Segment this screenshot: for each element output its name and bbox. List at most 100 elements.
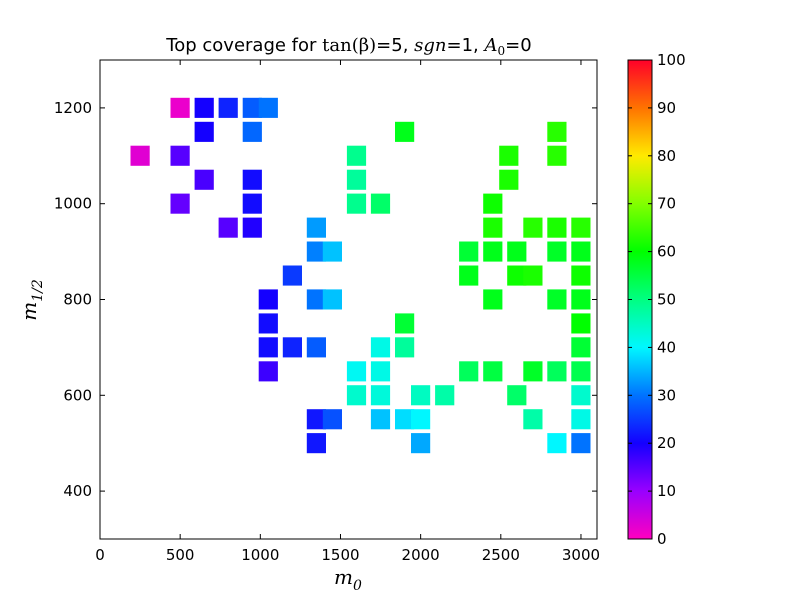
colorbar-tick-label: 10 xyxy=(657,482,676,500)
heatmap-cell xyxy=(258,97,278,118)
heatmap-cell xyxy=(571,217,591,238)
heatmap-cell xyxy=(322,289,342,310)
colorbar-tick-label: 60 xyxy=(657,243,676,261)
heatmap-cell xyxy=(547,121,567,142)
x-tick-label: 500 xyxy=(166,546,195,564)
heatmap-cell xyxy=(483,193,503,214)
heatmap-cell xyxy=(571,241,591,262)
heatmap-cell xyxy=(242,97,262,118)
heatmap-cell xyxy=(346,145,367,166)
x-axis-ticks: 0 500 1000 1500 2000 2500 3000 xyxy=(95,60,600,564)
heatmap-cell xyxy=(507,241,527,262)
heatmap-cell xyxy=(306,289,326,310)
heatmap-cell xyxy=(258,337,278,358)
heatmap-cell xyxy=(322,241,342,262)
heatmap-cell xyxy=(306,337,326,358)
heatmap-cell xyxy=(483,361,503,382)
heatmap-cell xyxy=(282,337,302,358)
heatmap-cell xyxy=(242,217,262,238)
heatmap-cell xyxy=(571,361,591,382)
heatmap-cell xyxy=(170,193,190,214)
heatmap-cell xyxy=(499,145,519,166)
heatmap-cell xyxy=(395,313,415,334)
heatmap-cell xyxy=(306,433,326,454)
heatmap-cell xyxy=(346,169,367,190)
colorbar-tick-label: 50 xyxy=(657,291,676,309)
x-tick-label: 1500 xyxy=(321,546,359,564)
heatmap-cell xyxy=(395,337,415,358)
heatmap-cell xyxy=(523,217,543,238)
heatmap-cell xyxy=(571,289,591,310)
colorbar-tick-label: 70 xyxy=(657,195,676,213)
heatmap-cell xyxy=(459,241,479,262)
heatmap-cell xyxy=(523,409,543,430)
x-tick-label: 2000 xyxy=(402,546,440,564)
heatmap-cell xyxy=(547,433,567,454)
heatmap-cell xyxy=(306,409,326,430)
colorbar-ticks: 0 10 20 30 40 50 60 70 80 90 100 xyxy=(628,51,686,548)
y-tick-label: 600 xyxy=(63,386,92,404)
plot-frame xyxy=(99,59,598,540)
heatmap-cell xyxy=(194,121,214,142)
colorbar-tick-label: 90 xyxy=(657,99,676,117)
heatmap-cell xyxy=(547,361,567,382)
heatmap-cell xyxy=(306,241,326,262)
heatmap-cell xyxy=(346,193,367,214)
heatmap-cell xyxy=(571,385,591,406)
heatmap-cell xyxy=(507,385,527,406)
x-tick-label: 0 xyxy=(95,546,105,564)
heatmap-cell xyxy=(170,97,190,118)
heatmap-cell xyxy=(571,313,591,334)
heatmap-cell xyxy=(242,121,262,142)
heatmap-cell xyxy=(435,385,455,406)
heatmap-cell xyxy=(370,385,391,406)
heatmap-cell xyxy=(242,193,262,214)
heatmap-cell xyxy=(194,169,214,190)
heatmap-cell xyxy=(459,361,479,382)
heatmap-cell xyxy=(411,433,431,454)
heatmap-cell xyxy=(306,217,326,238)
colorbar-tick-label: 80 xyxy=(657,147,676,165)
heatmap-cell xyxy=(571,409,591,430)
heatmap-cell xyxy=(370,193,391,214)
heatmap-cell xyxy=(370,337,391,358)
heatmap-cell xyxy=(483,241,503,262)
heatmap-cell xyxy=(170,145,190,166)
chart-title: Top coverage for tan(β)=5, sgn=1, A0=0 xyxy=(165,35,531,58)
heatmap-cell xyxy=(523,265,543,286)
heatmap-cell xyxy=(571,433,591,454)
x-tick-label: 2500 xyxy=(482,546,520,564)
heatmap-cell xyxy=(282,265,302,286)
colorbar-tick-label: 30 xyxy=(657,386,676,404)
heatmap-cell xyxy=(346,385,367,406)
heatmap-cell xyxy=(242,169,262,190)
colorbar-tick-label: 0 xyxy=(657,530,667,548)
y-tick-label: 400 xyxy=(63,482,92,500)
heatmap-cell xyxy=(547,145,567,166)
x-tick-label: 3000 xyxy=(562,546,600,564)
heatmap-cell xyxy=(130,145,150,166)
heatmap-cell xyxy=(370,409,391,430)
y-axis-label: m1/2 xyxy=(17,279,46,321)
heatmap-cell xyxy=(459,265,479,286)
y-tick-label: 800 xyxy=(63,291,92,309)
heatmap-cell xyxy=(483,289,503,310)
heatmap-cell xyxy=(194,97,214,118)
heatmap-cell xyxy=(258,313,278,334)
heatmap-cell xyxy=(547,289,567,310)
y-tick-label: 1000 xyxy=(54,195,92,213)
heatmap-cell xyxy=(258,361,278,382)
heatmap-cell xyxy=(395,409,415,430)
colorbar-tick-label: 100 xyxy=(657,51,686,69)
heatmap-cell xyxy=(411,409,431,430)
heatmap-cell xyxy=(395,121,415,142)
heatmap-cell xyxy=(218,217,238,238)
heatmap-cell xyxy=(411,385,431,406)
heatmap-cell xyxy=(571,265,591,286)
x-tick-label: 1000 xyxy=(241,546,279,564)
heatmap-cell xyxy=(218,97,238,118)
heatmap-cell xyxy=(547,241,567,262)
heatmap-cell xyxy=(322,409,342,430)
